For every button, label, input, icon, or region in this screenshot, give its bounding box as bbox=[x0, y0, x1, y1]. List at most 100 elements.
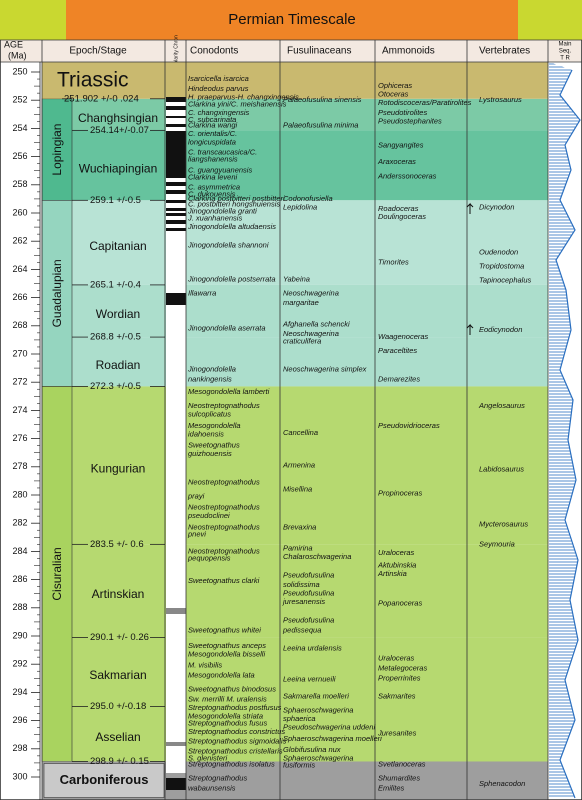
period-box bbox=[43, 763, 165, 798]
stage-name: Wordian bbox=[96, 307, 140, 321]
fossil-name: Jinogondolella altudaensis bbox=[187, 222, 276, 231]
age-tick-label: 250 bbox=[12, 66, 27, 76]
age-tick-label: 292 bbox=[12, 659, 27, 669]
column-separators bbox=[0, 39, 582, 800]
fossil-name: Clarkina postbitteri postbitteri bbox=[188, 194, 285, 203]
fossil-name: Ophiceras bbox=[378, 81, 412, 90]
fossil-name: Metalegoceras bbox=[378, 663, 427, 672]
fossil-name: C. subcarinata bbox=[188, 115, 236, 124]
fossil-name: Mesogondolella bbox=[188, 421, 241, 430]
fossil-name: C. dukouensis bbox=[188, 190, 236, 199]
age-tick-label: 276 bbox=[12, 433, 27, 443]
age-tick-label: 272 bbox=[12, 377, 27, 387]
fossil-name: Eodicynodon bbox=[479, 325, 522, 334]
fossil-name: Juresanites bbox=[377, 728, 417, 737]
fossil-name: Lepidolina bbox=[283, 202, 317, 211]
age-tick-label: 286 bbox=[12, 574, 27, 584]
fossil-name: Oudenodon bbox=[479, 247, 518, 256]
fossil-name: prayi bbox=[187, 491, 205, 500]
fossil-name: Clarkina yini/C. meishanensis bbox=[188, 99, 287, 108]
fossil-name: Tropidostoma bbox=[479, 262, 524, 271]
fossil-name: Chalaroschwagerina bbox=[283, 552, 351, 561]
fossil-name: Clarkina leveni bbox=[188, 173, 238, 182]
title-bar-center bbox=[66, 0, 518, 40]
fossil-name: Sphenacodon bbox=[479, 779, 525, 788]
fossil-name: Mycterosaurus bbox=[479, 520, 528, 529]
age-tick-label: 298 bbox=[12, 743, 27, 753]
fossil-name: Seymouria bbox=[479, 539, 515, 548]
fossil-name: Neostreptognathodus bbox=[188, 503, 260, 512]
fossil-name: juresanensis bbox=[282, 597, 325, 606]
fossil-name: Neoschwagerina simplex bbox=[283, 364, 367, 373]
fossil-name: Streptognathodus bbox=[188, 773, 247, 782]
fossil-name: Labidosaurus bbox=[479, 465, 524, 474]
fossil-name: Roadoceras bbox=[378, 204, 419, 213]
title: Permian Timescale bbox=[228, 11, 356, 28]
polarity-column bbox=[166, 97, 186, 773]
fossil-name: Isarcicella isarcica bbox=[188, 74, 249, 83]
age-tick-label: 268 bbox=[12, 320, 27, 330]
age-tick-label: 254 bbox=[12, 123, 27, 133]
fossil-name: craticulifera bbox=[283, 336, 321, 345]
fossil-name: Sw. merrilli M. uralensis bbox=[188, 694, 267, 703]
fossil-name: Sphaeroschwagerina moelleri bbox=[283, 734, 382, 743]
fossil-name: Pamirina bbox=[283, 544, 313, 553]
fossil-name: Cancellina bbox=[283, 428, 318, 437]
fossil-name: Dicynodon bbox=[479, 202, 514, 211]
fossil-name: wabaunsensis bbox=[188, 783, 236, 792]
column-header: Conodonts bbox=[190, 46, 238, 57]
fossil-name: Uraloceras bbox=[378, 548, 415, 557]
fossil-name: Sweetognathus anceps bbox=[188, 641, 266, 650]
fossil-name: Uraloceras bbox=[378, 654, 415, 663]
stage-name: Sakmarian bbox=[89, 668, 146, 682]
epoch-name: Guadalupian bbox=[50, 259, 64, 327]
labels: Changhsingian Wuchiapingian Capitanian Word… bbox=[12, 46, 532, 800]
fossil-name: pedissequa bbox=[282, 625, 321, 634]
fossil-name: Pseudostephanites bbox=[378, 116, 442, 125]
stage-band bbox=[72, 284, 548, 338]
fossil-name: solidissima bbox=[283, 580, 320, 589]
age-tick-label: 284 bbox=[12, 546, 27, 556]
age-tick-label: 278 bbox=[12, 461, 27, 471]
fossil-name: Propinoceras bbox=[378, 489, 422, 498]
fossil-name: Paraceltites bbox=[378, 346, 417, 355]
fossil-name: Streptognathodus sigmoidalis bbox=[188, 737, 287, 746]
fossil-name: Streptognathodus cristellaris bbox=[188, 747, 283, 756]
stage-band bbox=[72, 98, 548, 131]
age-tick-label: 252 bbox=[12, 95, 27, 105]
fossil-name: Streptognathodus postfusus bbox=[188, 703, 282, 712]
column-header: Vertebrates bbox=[479, 46, 530, 57]
fossil-name: nankingensis bbox=[188, 374, 232, 383]
fossil-name: Aktubinskia bbox=[377, 560, 416, 569]
fossil-name: Streptognathodus fusus bbox=[188, 718, 267, 727]
bands bbox=[41, 62, 548, 800]
stage-name: Roadian bbox=[96, 358, 141, 372]
boundary-label: 265.1 +/-0.4 bbox=[90, 279, 141, 290]
fossil-name: Waagenoceras bbox=[378, 332, 429, 341]
polarity-blocks bbox=[166, 97, 186, 790]
fossil-name: Pseudotirolites bbox=[378, 108, 427, 117]
age-tick-label: 300 bbox=[12, 771, 27, 781]
fossil-name: H. praeparvus-H. changxingensis bbox=[188, 92, 299, 101]
boundary-label: 290.1 +/- 0.26 bbox=[90, 632, 149, 643]
stage-band bbox=[72, 544, 548, 638]
fossil-name: Properrinites bbox=[378, 673, 421, 682]
fossil-name: Jinogondolella postserrata bbox=[187, 274, 276, 283]
stage-name: Wuchiapingian bbox=[79, 162, 158, 176]
fossil-name: Sakmarella moelleri bbox=[283, 692, 349, 701]
fossil-name: Sphaeroschwagerina bbox=[283, 706, 353, 715]
epoch-band bbox=[41, 200, 73, 387]
fossil-name: Mesogondolella bisselli bbox=[188, 649, 265, 658]
header-sea-level: Main bbox=[558, 42, 571, 48]
fossil-name: C. postbitteri hongshuiensis bbox=[188, 200, 280, 209]
fossil-name: C. guangyuanensis bbox=[188, 166, 252, 175]
fossil-name: pnevi bbox=[187, 529, 206, 538]
fossil-name: Sangyangites bbox=[378, 140, 424, 149]
fossil-name: Tapinocephalus bbox=[479, 276, 532, 285]
stage-band bbox=[72, 337, 548, 387]
epoch-name: Lopingian bbox=[50, 124, 64, 176]
boundary-label: 272.3 +/-0.5 bbox=[90, 381, 141, 392]
fossil-name: Neoschwagerina bbox=[283, 329, 339, 338]
fossil-name: Neoschwagerina bbox=[283, 288, 339, 297]
fossil-name: Clarkina wangi bbox=[188, 121, 238, 130]
